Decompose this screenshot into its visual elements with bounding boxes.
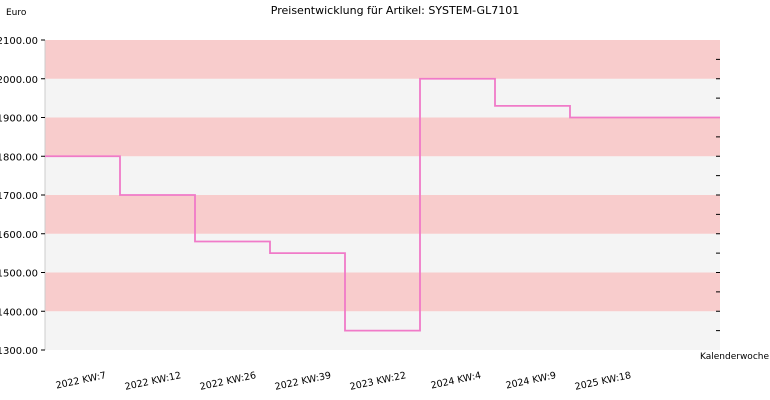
x-tick-label: 2022 KW:7 bbox=[55, 370, 107, 391]
background-bands bbox=[45, 40, 720, 350]
x-tick-label: 2023 KW:22 bbox=[349, 370, 407, 393]
y-tick-label: 1300.00 bbox=[0, 346, 38, 357]
band bbox=[45, 117, 720, 157]
band bbox=[45, 233, 720, 273]
band bbox=[45, 272, 720, 312]
x-tick-label: 2022 KW:26 bbox=[199, 370, 257, 393]
y-tick-label: 1700.00 bbox=[0, 191, 38, 202]
y-tick-label: 1600.00 bbox=[0, 230, 38, 241]
y-tick-label: 2000.00 bbox=[0, 75, 38, 86]
y-axis-label: Euro bbox=[6, 8, 27, 18]
x-tick-label: 2024 KW:4 bbox=[430, 370, 482, 391]
band bbox=[45, 40, 720, 79]
y-tick-label: 1500.00 bbox=[0, 269, 38, 280]
x-tick-label: 2025 KW:18 bbox=[574, 370, 632, 393]
y-tick-label: 2100.00 bbox=[0, 36, 38, 47]
chart-title: Preisentwicklung für Artikel: SYSTEM-GL7… bbox=[271, 4, 519, 17]
band bbox=[45, 78, 720, 118]
y-tick-label: 1400.00 bbox=[0, 307, 38, 318]
y-axis: 1300.00 1400.00 1500.00 1600.00 1700.00 1800.… bbox=[0, 36, 46, 357]
band bbox=[45, 156, 720, 195]
price-series bbox=[45, 77, 720, 332]
y-tick-label: 1900.00 bbox=[0, 114, 38, 125]
x-tick-label: 2022 KW:39 bbox=[274, 370, 332, 393]
x-tick-label: 2024 KW:9 bbox=[505, 370, 557, 391]
y-tick-label: 1800.00 bbox=[0, 152, 38, 163]
band bbox=[45, 195, 720, 234]
price-line bbox=[45, 77, 720, 332]
x-axis: 2022 KW:7 2022 KW:12 2022 KW:26 2022 KW:39 2… bbox=[55, 370, 632, 393]
x-axis-label: Kalenderwoche bbox=[700, 352, 769, 362]
x-tick-label: 2022 KW:12 bbox=[124, 370, 182, 393]
